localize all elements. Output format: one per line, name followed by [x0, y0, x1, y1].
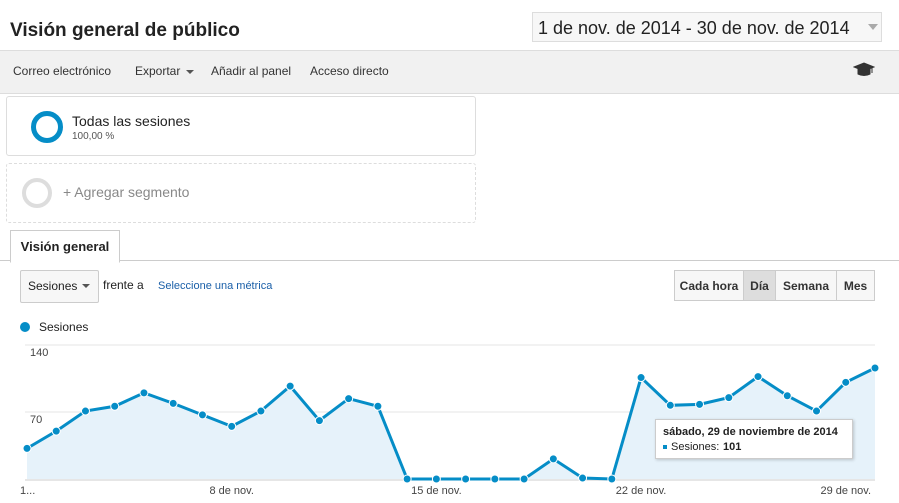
granularity-button[interactable]: Cada hora	[674, 270, 744, 301]
point	[110, 401, 120, 411]
point	[285, 381, 295, 391]
legend-swatch	[20, 322, 30, 332]
segment-share: 100,00 %	[72, 131, 115, 142]
point	[227, 421, 237, 431]
segment-ring	[31, 111, 63, 143]
y-tick-label: 140	[30, 347, 48, 359]
point	[490, 474, 500, 484]
toolbar-button[interactable]: Correo electrónico	[13, 64, 112, 78]
date-range[interactable]: 1 de nov. de 2014 - 30 de nov. de 2014	[532, 12, 882, 42]
line	[26, 366, 876, 481]
granularity-button[interactable]: Día	[743, 270, 776, 301]
dropdown-arrow	[82, 284, 90, 288]
point	[753, 372, 763, 382]
point	[256, 406, 266, 416]
x-tick-label: 29 de nov.	[820, 485, 871, 497]
point	[344, 394, 354, 404]
point	[724, 393, 734, 403]
add-segment-card[interactable]	[6, 163, 476, 223]
point	[695, 399, 705, 409]
versus-label: frente a	[103, 278, 144, 292]
toolbar	[0, 50, 899, 94]
point	[782, 391, 792, 401]
x-tick-label: 15 de nov.	[411, 485, 462, 497]
point	[548, 454, 558, 464]
point	[461, 474, 471, 484]
tooltip-label: Sesiones:	[671, 441, 720, 453]
point	[22, 443, 32, 453]
dropdown-arrow	[186, 70, 194, 74]
point	[812, 406, 822, 416]
point	[139, 388, 149, 398]
point	[168, 398, 178, 408]
tab-line	[0, 260, 899, 261]
tooltip: sábado, 29 de noviembre de 2014 Sesiones…	[655, 419, 853, 459]
x-tick-label: 1...	[20, 485, 35, 497]
point	[870, 363, 880, 373]
segment-name: Todas las sesiones	[72, 113, 191, 129]
page-title: Visión general de público	[10, 20, 240, 41]
point	[665, 400, 675, 410]
metric-label: Sesiones	[28, 279, 78, 293]
point	[607, 474, 617, 484]
x-tick-label: 8 de nov.	[209, 485, 253, 497]
point	[578, 473, 588, 483]
point	[80, 406, 90, 416]
toolbar-button[interactable]: Acceso directo	[310, 64, 389, 78]
segment-card[interactable]	[6, 96, 476, 156]
help-icon[interactable]	[853, 62, 875, 78]
point	[314, 416, 324, 426]
tooltip-value: 101	[723, 441, 742, 453]
x-tick-label: 22 de nov.	[616, 485, 667, 497]
granularity-button[interactable]: Mes	[836, 270, 875, 301]
y-tick-label: 70	[30, 414, 42, 426]
point	[51, 426, 61, 436]
add-segment[interactable]: + Agregar segmento	[63, 184, 190, 200]
point	[431, 474, 441, 484]
toolbar-button[interactable]: Añadir al panel	[211, 64, 292, 78]
select-metric-link[interactable]: Seleccione una métrica	[158, 280, 273, 292]
tooltip-swatch	[663, 445, 667, 449]
segment-ring	[22, 178, 52, 208]
point	[636, 373, 646, 383]
point	[197, 410, 207, 420]
mortarboard	[853, 62, 875, 76]
point	[373, 401, 383, 411]
granularity-button[interactable]: Semana	[775, 270, 837, 301]
legend-label: Sesiones	[39, 320, 88, 334]
point	[402, 474, 412, 484]
toolbar-button[interactable]: Exportar	[135, 64, 181, 78]
tooltip-title: sábado, 29 de noviembre de 2014	[663, 426, 838, 438]
dropdown-arrow	[868, 24, 878, 30]
tab[interactable]: Visión general	[10, 230, 120, 263]
point	[841, 377, 851, 387]
point	[519, 474, 529, 484]
